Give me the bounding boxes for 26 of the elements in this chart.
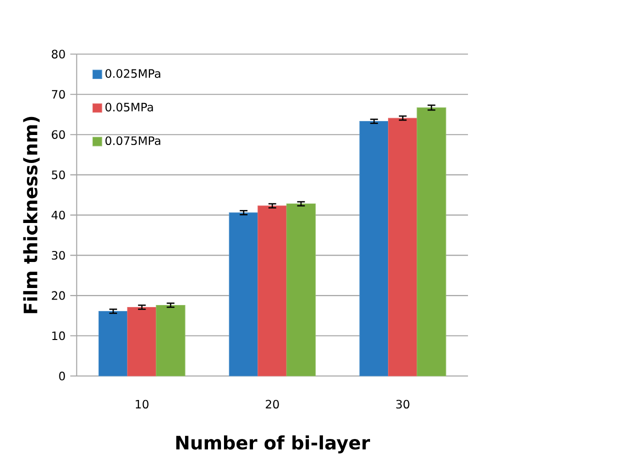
x-tick-label: 20 xyxy=(266,400,279,409)
x-tick-label: 10 xyxy=(136,400,148,409)
bar xyxy=(98,311,128,376)
legend-label: 0.075MPa xyxy=(105,136,160,146)
bar xyxy=(127,307,157,376)
y-tick-label: 60 xyxy=(52,130,65,140)
y-tick-label: 80 xyxy=(52,50,65,59)
y-tick-label: 0 xyxy=(59,372,65,381)
y-tick-label: 10 xyxy=(52,332,65,340)
bar xyxy=(156,305,186,376)
y-tick-label: 30 xyxy=(52,251,65,260)
legend-label: 0.05MPa xyxy=(105,102,153,112)
y-tick-label: 70 xyxy=(52,90,65,99)
bar xyxy=(258,206,288,376)
y-tick-label: 40 xyxy=(52,210,65,220)
y-axis-title: Film thickness(nm) xyxy=(23,117,40,314)
bar xyxy=(359,121,389,376)
y-tick-label: 50 xyxy=(52,170,65,180)
bar xyxy=(416,108,446,376)
bar xyxy=(228,212,258,376)
y-tick-label: 20 xyxy=(52,291,65,300)
x-axis-title: Number of bi-layer xyxy=(176,436,370,454)
legend-label: 0.025MPa xyxy=(105,69,160,78)
x-tick-label: 30 xyxy=(396,400,410,409)
bar xyxy=(388,118,418,376)
bar xyxy=(286,204,316,376)
